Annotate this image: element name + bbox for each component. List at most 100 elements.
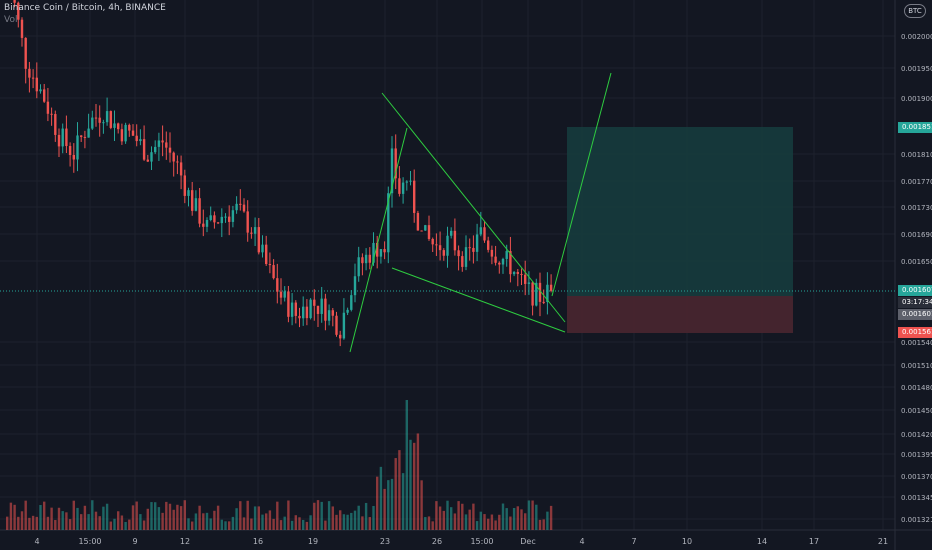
candle-body [290, 302, 294, 317]
volume-bar [209, 518, 212, 530]
volume-bar [28, 517, 31, 530]
candle-body [527, 282, 531, 284]
volume-bar [387, 480, 390, 530]
candle-body [168, 147, 172, 153]
volume-bar [191, 521, 194, 530]
volume-bar [124, 521, 127, 530]
candle-body [283, 291, 286, 298]
current-price-label: 0.0016074 [898, 285, 932, 296]
volume-bar [390, 478, 394, 530]
candle-body [80, 135, 83, 137]
candle-body [46, 101, 50, 114]
candle-body [65, 128, 68, 147]
candle-body [109, 111, 112, 128]
volume-bar [154, 502, 157, 530]
y-tick-label: 0.0016500 [901, 258, 932, 266]
volume-bar [316, 500, 320, 530]
candle-body [83, 136, 87, 138]
volume-bar [409, 439, 412, 530]
y-tick-label: 0.0017300 [901, 204, 932, 212]
candle-body [220, 216, 223, 224]
volume-label: Vol [4, 15, 18, 25]
candle-body [450, 230, 453, 236]
candle-body [501, 258, 505, 265]
candle-body [198, 198, 201, 224]
loss-zone [567, 296, 793, 333]
volume-bar [213, 510, 216, 530]
volume-bar [139, 514, 142, 530]
volume-bar [372, 505, 375, 530]
x-tick-label: 10 [682, 537, 692, 546]
volume-bar [83, 505, 87, 530]
candle-body [279, 291, 283, 298]
candle-body [512, 272, 516, 275]
volume-bar [220, 519, 223, 530]
candle-body [302, 306, 305, 319]
volume-bar [357, 505, 360, 530]
candle-body [57, 134, 61, 147]
candle-body [516, 272, 519, 274]
volume-bar [538, 519, 542, 530]
volume-bar [309, 515, 312, 530]
candle-body [409, 180, 412, 182]
volume-bar [242, 517, 246, 530]
volume-bar [446, 500, 449, 530]
candle-body [216, 222, 220, 224]
candle-body [102, 122, 105, 124]
candle-body [413, 180, 416, 213]
candle-body [176, 161, 179, 163]
candle-body [461, 256, 464, 267]
currency-badge[interactable]: BTC [904, 4, 926, 18]
volume-bar [13, 504, 16, 530]
candle-body [268, 264, 272, 266]
candle-body [253, 227, 257, 234]
candle-body [405, 181, 408, 183]
candle-body [505, 251, 508, 259]
candle-body [538, 282, 542, 302]
y-tick-label: 0.0013450 [901, 494, 932, 502]
volume-bar [117, 511, 120, 530]
volume-bar [479, 511, 482, 530]
volume-bar [549, 505, 553, 530]
volume-bar [501, 503, 505, 530]
volume-bar [54, 520, 57, 530]
volume-bar [398, 450, 401, 530]
volume-bar [416, 433, 420, 530]
x-tick-label: 7 [631, 537, 636, 546]
volume-bar [427, 516, 431, 530]
volume-bar [102, 506, 105, 530]
volume-bar [91, 500, 94, 530]
candle-body [246, 211, 249, 233]
candle-body [191, 190, 194, 211]
candle-body [161, 140, 164, 143]
candle-body [357, 257, 360, 277]
candle-body [487, 240, 490, 250]
volume-bar [165, 501, 168, 530]
y-tick-label: 0.0020000 [901, 33, 932, 41]
x-tick-label: 15:00 [78, 537, 101, 546]
volume-bar [287, 500, 290, 530]
volume-bar [364, 502, 368, 530]
candle-body [383, 249, 386, 253]
candle-body [509, 251, 512, 275]
x-tick-label: 4 [34, 537, 39, 546]
volume-bar [253, 506, 257, 530]
candle-body [194, 198, 198, 211]
y-tick-label: 0.0013210 [901, 516, 932, 524]
volume-bar [401, 473, 405, 530]
volume-bar [179, 506, 183, 530]
volume-bar [320, 501, 323, 530]
candle-body [231, 210, 235, 222]
x-tick-label: Dec [520, 537, 535, 546]
volume-bar [224, 521, 227, 530]
candle-body [287, 291, 290, 317]
candle-body [309, 299, 312, 319]
candle-body [50, 113, 53, 115]
candle-body [157, 140, 161, 147]
candle-body [105, 111, 109, 123]
volume-bar [24, 500, 27, 530]
candle-body [205, 220, 209, 227]
volume-bar [542, 519, 545, 530]
volume-bar [324, 520, 327, 530]
